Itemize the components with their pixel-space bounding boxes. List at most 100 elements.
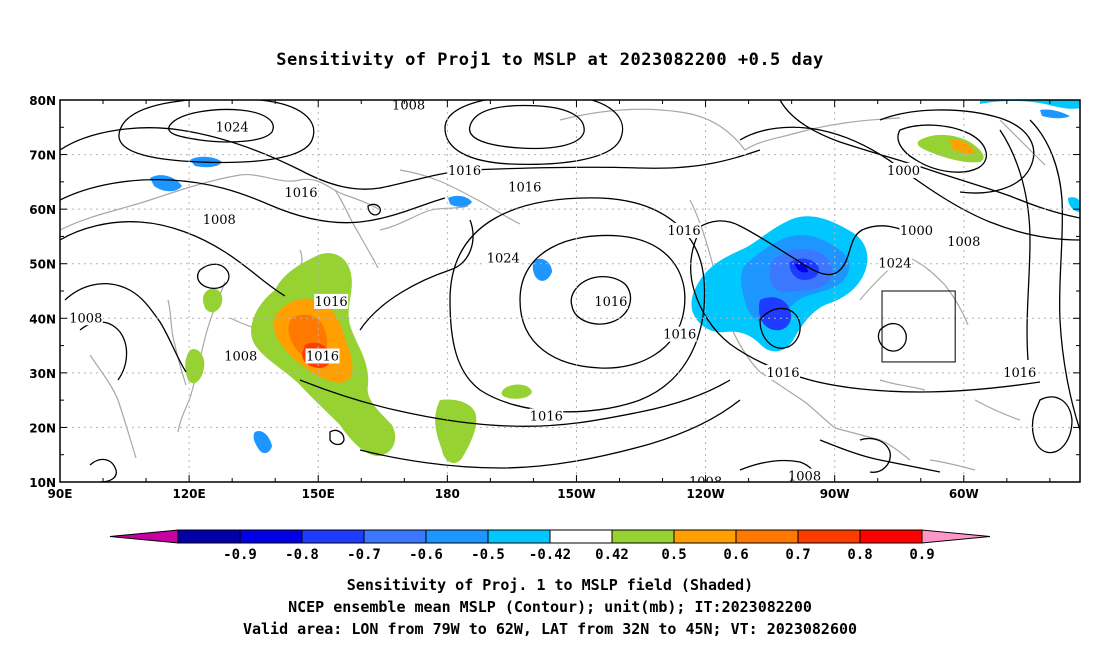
figure-title: Sensitivity of Proj1 to MSLP at 20230822…: [276, 50, 824, 70]
colorbar-label: 0.7: [785, 547, 810, 563]
isobar-label: 1016: [306, 349, 339, 364]
colorbar-label: -0.42: [529, 547, 571, 563]
isobar-label-bg: [766, 364, 801, 380]
colorbar-bin: [673, 529, 737, 544]
latitude-labels: 80N 70N 60N 50N 40N 30N 20N 10N: [29, 94, 56, 490]
colorbar-label: -0.5: [471, 547, 505, 563]
isobar-label: 1000: [900, 224, 933, 239]
isobar-label-bg: [593, 293, 628, 309]
lat-label: 20N: [29, 421, 56, 435]
isobar-label: 1016: [668, 224, 701, 239]
lon-label: 90E: [48, 487, 73, 501]
lat-label: 40N: [29, 312, 56, 326]
lat-label: 30N: [29, 367, 56, 381]
isobar-label: 1016: [766, 366, 799, 381]
lat-label: 50N: [29, 258, 56, 272]
colorbar-bin: [735, 529, 799, 544]
isobar-label: 1016: [594, 295, 627, 310]
coastlines: [60, 108, 1046, 471]
isobar-label: 1008: [224, 349, 257, 364]
lon-label: 180: [435, 487, 460, 501]
isobar-label-bg: [662, 326, 697, 342]
lon-label: 120W: [686, 487, 724, 501]
isobar-label: 1008: [788, 470, 821, 485]
isobar-label: 1016: [663, 328, 696, 343]
colorbar-bin: [859, 529, 923, 544]
isobar-label-bg: [787, 468, 822, 482]
graticule: [60, 100, 1080, 482]
colorbar-over-triangle: [921, 529, 991, 544]
lon-label: 120E: [172, 487, 205, 501]
colorbar-label: 0.6: [723, 547, 748, 563]
caption-line-2: NCEP ensemble mean MSLP (Contour); unit(…: [288, 598, 812, 616]
colorbar-bin: [301, 529, 365, 544]
isobar-label-bg: [314, 293, 349, 309]
isobar-label-bg: [877, 255, 912, 271]
isobar-label-bg: [202, 212, 237, 228]
isobar-label-bg: [223, 348, 258, 364]
isobar-label: 1016: [508, 180, 541, 195]
isobar-label-bg: [284, 184, 319, 200]
valid-area-box: [881, 290, 956, 363]
colorbar: [109, 529, 991, 544]
colorbar-bin: [797, 529, 861, 544]
isobar-label: 1008: [947, 235, 980, 250]
colorbar-label: -0.9: [223, 547, 257, 563]
isobar-label-bg: [215, 119, 250, 135]
isobar-label: 1000: [887, 164, 920, 179]
isobar-label: 1024: [216, 120, 249, 135]
isobar-label-bg: [899, 222, 934, 238]
colorbar-under-triangle: [109, 529, 179, 544]
colorbar-bin: [549, 529, 613, 544]
colorbar-label: -0.6: [409, 547, 443, 563]
longitude-labels: 90E 120E 150E 180 150W 120W 90W 60W: [48, 487, 979, 501]
colorbar-label: 0.8: [847, 547, 872, 563]
isobar-label-bg: [447, 162, 482, 178]
isobar-label-bg: [667, 222, 702, 238]
isobar-label-bg: [486, 250, 521, 266]
isobar-label-bg: [68, 310, 103, 326]
lon-label: 150W: [557, 487, 595, 501]
isobar-label-bg: [507, 179, 542, 195]
isobar-label-bg: [391, 100, 426, 113]
colorbar-bin: [363, 529, 427, 544]
isobar-label: 1016: [315, 295, 348, 310]
isobar-label-bg: [1002, 364, 1037, 380]
colorbar-bin: [611, 529, 675, 544]
isobar-label: 1008: [69, 311, 102, 326]
isobar-label: 1016: [448, 164, 481, 179]
isobar-label: 1024: [878, 257, 911, 272]
colorbar-bin: [425, 529, 489, 544]
map-plot-area: 1024 1008 1016 1016 1016 1008 1016 1008 1016 1008…: [60, 100, 1080, 485]
lat-label: 10N: [29, 476, 56, 490]
colorbar-bin: [177, 529, 241, 544]
lat-label: 60N: [29, 203, 56, 217]
colorbar-label: 0.9: [909, 547, 934, 563]
colorbar-label: 0.5: [661, 547, 686, 563]
colorbar-label: 0.42: [595, 547, 629, 563]
lat-label: 80N: [29, 94, 56, 108]
lon-label: 90W: [820, 487, 850, 501]
caption-line-3: Valid area: LON from 79W to 62W, LAT fro…: [242, 620, 858, 638]
isobar-label: 1024: [487, 251, 520, 266]
lat-label: 70N: [29, 149, 56, 163]
colorbar-labels: -0.9 -0.8 -0.7 -0.6 -0.5 -0.42 0.42 0.5 0.6 0.7 0.…: [223, 547, 935, 563]
isobar-label: 1016: [530, 410, 563, 425]
lon-label: 150E: [302, 487, 335, 501]
isobar-contours: [60, 100, 1080, 482]
isobar-label: 1008: [203, 213, 236, 228]
lon-label: 60W: [949, 487, 979, 501]
isobar-label-bg: [946, 233, 981, 249]
colorbar-bin: [487, 529, 551, 544]
colorbar-bin: [239, 529, 303, 544]
isobar-label: 1016: [1003, 366, 1036, 381]
colorbar-label: -0.7: [347, 547, 381, 563]
isobar-label-bg: [529, 408, 564, 424]
caption-line-1: Sensitivity of Proj. 1 to MSLP field (Sh…: [346, 576, 754, 594]
isobar-label-bg: [886, 162, 921, 178]
isobar-label-bg: [305, 348, 340, 364]
axis-ticks: [59, 99, 1080, 483]
figure-caption: Sensitivity of Proj. 1 to MSLP field (Sh…: [0, 574, 1100, 640]
colorbar-label: -0.8: [285, 547, 319, 563]
